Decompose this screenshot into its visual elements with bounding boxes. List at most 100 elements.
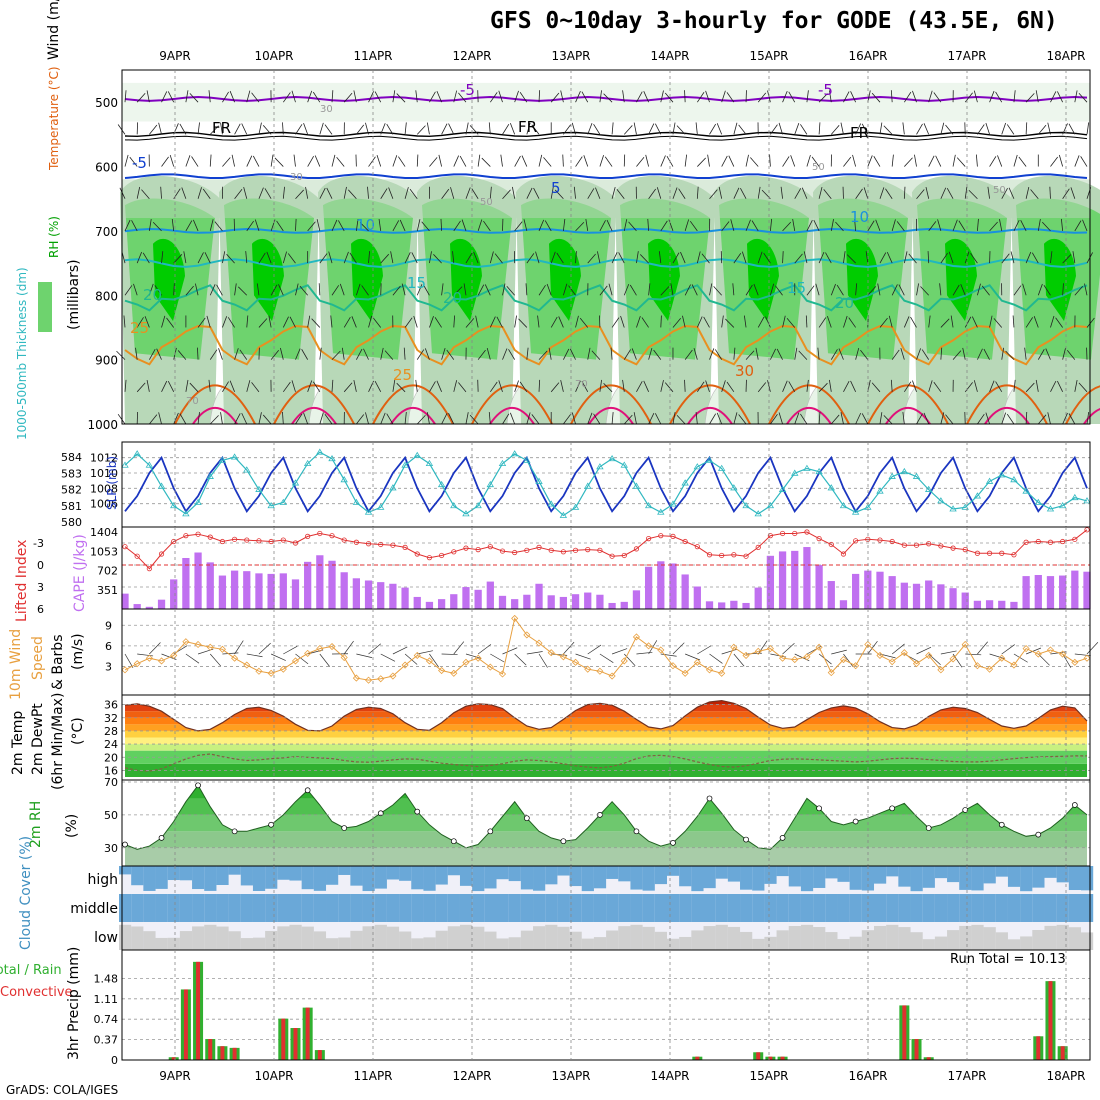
wind-speed-point [413,651,421,660]
wind-speed-point [194,640,202,649]
thickness-point [450,502,458,509]
wind-barb [538,154,543,167]
rh-point [122,841,128,848]
cloud-mid-bar [727,894,741,922]
wind-barb [305,186,309,199]
cloud-low-bar [192,926,205,950]
wind-barb [197,187,202,199]
lifted-index-point [913,542,920,548]
wind-barb [183,251,187,264]
wind-barb [471,188,479,199]
wind-barb [177,350,187,360]
wind-barb [707,154,710,167]
surface-wind-barb [258,642,271,655]
wind-barb [481,157,491,167]
wind-barb [149,414,158,425]
contour-label: -5 [460,81,475,99]
surface-wind-barb [319,653,330,667]
wind-barb [1086,412,1090,425]
cloud-low-bar [362,926,375,950]
wind-barb [860,349,869,360]
wind-barb [489,381,498,393]
cape-bar [121,593,129,609]
isotherm-30-line [1065,385,1100,425]
wind-barb [166,317,175,328]
surface-wind-barb [624,653,636,666]
cloud-low-bar [533,926,546,950]
isotherm-30-line [768,384,850,425]
wind-barb [902,412,905,425]
cloud-low-bar [679,936,692,950]
cloud-mid-bar [1081,894,1094,922]
cape-bar [669,563,677,609]
cloud-mid-bar [776,894,789,922]
wind-barb [324,124,333,135]
cloud-mid-bar [143,894,156,922]
wind-barb [908,253,917,264]
lifted-index-point [792,530,798,537]
wind-barb [648,413,655,425]
wind-barb [563,348,570,360]
wind-barb [636,381,643,393]
cape-bar [644,566,653,609]
cloud-high-bar [630,866,643,890]
surface-wind-barb [757,640,768,655]
wind-speed-point [206,643,214,651]
cloud-high-bar [886,866,899,877]
wind-barb [258,318,268,328]
thickness-point [693,463,702,470]
cloud-high-bar [715,866,728,879]
wind-barb [502,283,506,296]
thickness-point [815,467,823,475]
isotherm-35-line [390,407,436,425]
lifted-index-point [487,544,493,550]
wind-barb [928,90,933,103]
wind-barb [303,412,309,425]
precip-convective-bar [208,1039,213,1060]
temp-band [125,730,1087,738]
cloud-mid-bar [1044,894,1057,922]
rh-point [195,782,201,789]
wind-barb [904,157,913,167]
wind-barb [898,284,905,296]
wind-barb [782,315,786,328]
wind-barb [1001,122,1007,135]
cape-bar [304,561,312,609]
wind-barb [786,318,796,328]
lifted-index-point [426,555,433,561]
wind-barb [709,123,717,135]
wind-barb [846,254,856,264]
cloud-high-bar [606,866,619,879]
rh-band-region [122,179,1090,219]
wind-speed-point [231,654,239,662]
cloud-mid-bar [545,894,558,922]
wind-barb [436,90,442,103]
wind-barb [336,156,345,167]
wind-barb [404,317,413,328]
precip-axis-label: 3hr Precip (mm) [66,947,82,1060]
wind-barb [610,347,613,360]
cloud-high-bar [447,866,460,876]
temp-band [125,711,1087,718]
wind-barb [158,122,162,135]
wind-barb [660,220,668,232]
wind-barb [1025,251,1032,264]
wind-barb [216,284,223,296]
lifted-index-point [268,538,274,545]
wind-barb [732,283,735,296]
wind-speed-point [1083,654,1091,662]
wind-barb [562,283,568,296]
cloud-low-bar [606,930,619,950]
cloud-low-bar [800,924,814,950]
wind-barb [489,92,498,103]
wind-barb [331,90,334,103]
thickness-point [1022,487,1030,494]
wind-barb [940,187,947,199]
wind-speed-point [450,669,458,677]
cloud-high-bar [593,866,607,889]
lifted-index-point [536,544,542,551]
wind-barb [782,156,790,167]
cloud-low-bar [593,937,607,950]
wind-barb [282,316,289,328]
cloud-mid-bar [362,894,375,922]
